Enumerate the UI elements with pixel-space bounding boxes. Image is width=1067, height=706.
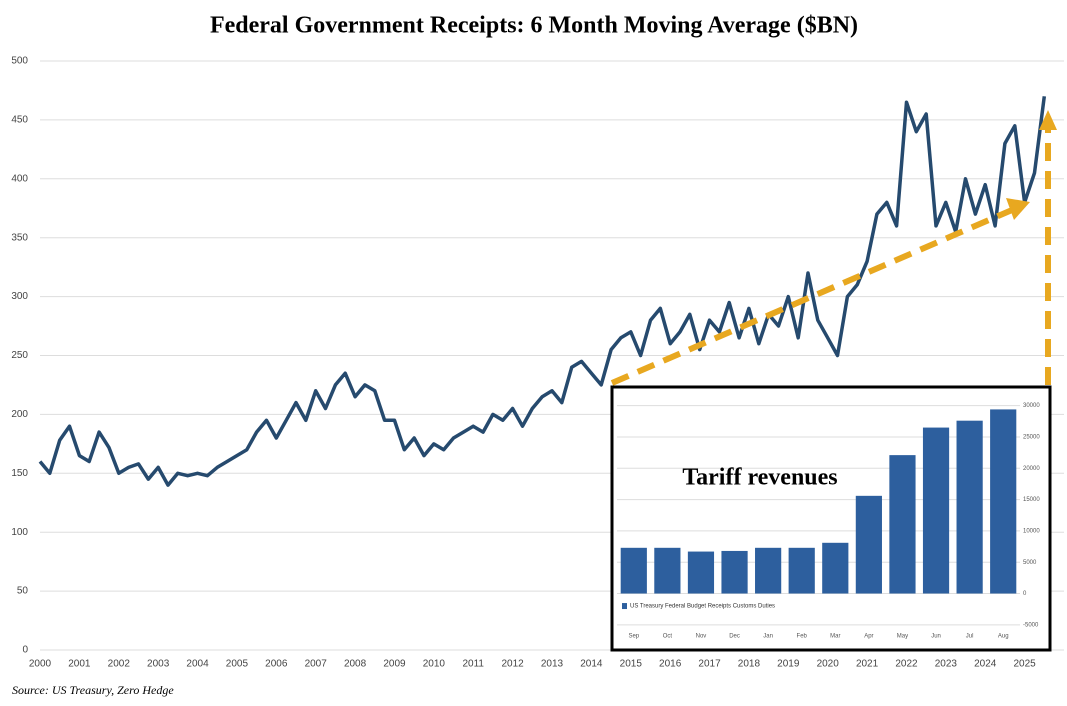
- x-tick-label: 2003: [147, 659, 170, 670]
- inset-title: Tariff revenues: [682, 465, 837, 491]
- x-tick-label: 2004: [186, 659, 209, 670]
- x-tick-label: 2006: [265, 659, 288, 670]
- x-tick-label: 2001: [68, 659, 91, 670]
- y-tick-label: -5000: [1023, 622, 1039, 628]
- data-line: [38, 96, 1047, 487]
- x-tick-label: 2015: [620, 659, 643, 670]
- x-tick-label: 2019: [777, 659, 800, 670]
- x-tick-label: 2021: [856, 659, 879, 670]
- y-tick-label: 150: [11, 468, 28, 479]
- x-tick-label: Jul: [966, 634, 974, 640]
- bar: [855, 495, 882, 594]
- x-tick-label: 2016: [659, 659, 682, 670]
- bar: [822, 542, 849, 594]
- x-tick-label: 2009: [383, 659, 406, 670]
- x-tick-label: 2011: [462, 659, 484, 670]
- x-tick-label: 2002: [108, 659, 131, 670]
- x-tick-label: 2000: [29, 659, 52, 670]
- y-tick-label: 250: [11, 350, 28, 361]
- bar: [755, 547, 782, 594]
- x-tick-label: 2012: [501, 659, 524, 670]
- bar: [721, 550, 748, 594]
- y-tick-label: 50: [17, 586, 29, 597]
- bar: [956, 420, 983, 594]
- legend-label: US Treasury Federal Budget Receipts Cust…: [630, 604, 775, 610]
- x-tick-label: 2010: [423, 659, 446, 670]
- bar: [788, 547, 815, 594]
- bar: [889, 455, 916, 594]
- x-tick-label: May: [897, 634, 908, 640]
- y-tick-label: 25000: [1023, 435, 1040, 441]
- y-tick-label: 500: [11, 56, 28, 67]
- legend-swatch: [622, 603, 627, 610]
- bar: [620, 547, 647, 594]
- x-tick-label: Dec: [729, 634, 740, 640]
- arrows: [610, 110, 1057, 386]
- x-tick-label: Oct: [663, 634, 673, 640]
- source: Source: US Treasury, Zero Hedge: [12, 683, 174, 697]
- x-tick-label: 2007: [305, 659, 328, 670]
- chart-title: Federal Government Receipts: 6 Month Mov…: [210, 13, 858, 39]
- x-tick-label: 2022: [895, 659, 918, 670]
- y-tick-label: 0: [1023, 591, 1027, 597]
- x-tick-label: 2014: [580, 659, 603, 670]
- y-tick-label: 300: [11, 291, 28, 302]
- y-tick-label: 20000: [1023, 466, 1040, 472]
- y-tick-label: 15000: [1023, 497, 1040, 503]
- y-tick-label: 450: [11, 115, 28, 126]
- y-tick-label: 400: [11, 173, 28, 184]
- x-tick-label: 2018: [738, 659, 761, 670]
- y-tick-label: 5000: [1023, 560, 1037, 566]
- x-tick-label: Apr: [864, 634, 873, 640]
- y-tick-label: 30000: [1023, 403, 1040, 409]
- x-tick-label: Sep: [628, 634, 639, 640]
- y-tick-label: 0: [22, 645, 28, 656]
- x-tick-label: 2013: [541, 659, 564, 670]
- bar: [654, 547, 681, 594]
- inset-plot: -5000 0 5000 10000 15000 20000 25000 30000 Sep Oc…: [617, 403, 1040, 640]
- bar: [922, 427, 950, 594]
- inset-frame: [610, 385, 1052, 652]
- arrow-head: [1006, 198, 1030, 220]
- y-tick-label: 10000: [1023, 528, 1040, 534]
- x-tick-label: Nov: [696, 634, 707, 640]
- x-tick-label: Jun: [931, 634, 941, 640]
- x-tick-label: 2020: [817, 659, 840, 670]
- x-tick-label: 2008: [344, 659, 367, 670]
- trend-arrow: [610, 207, 1014, 386]
- arrow-head: [1039, 110, 1057, 130]
- x-tick-label: Feb: [797, 634, 808, 640]
- x-tick-label: 2005: [226, 659, 249, 670]
- main-plot: 0 50 100 150 200 250 300 350 400 450 500 2000 2001 20…: [11, 56, 1064, 670]
- x-tick-label: 2024: [974, 659, 997, 670]
- x-tick-label: 2023: [935, 659, 958, 670]
- x-tick-label: Aug: [998, 634, 1009, 640]
- x-tick-label: 2025: [1013, 659, 1036, 670]
- y-tick-label: 100: [11, 527, 28, 538]
- bar: [990, 409, 1017, 594]
- x-tick-label: Jan: [763, 634, 773, 640]
- x-tick-label: Mar: [830, 634, 840, 640]
- x-tick-label: 2017: [698, 659, 721, 670]
- y-tick-label: 200: [11, 409, 28, 420]
- y-tick-label: 350: [11, 232, 28, 243]
- bar: [687, 551, 715, 594]
